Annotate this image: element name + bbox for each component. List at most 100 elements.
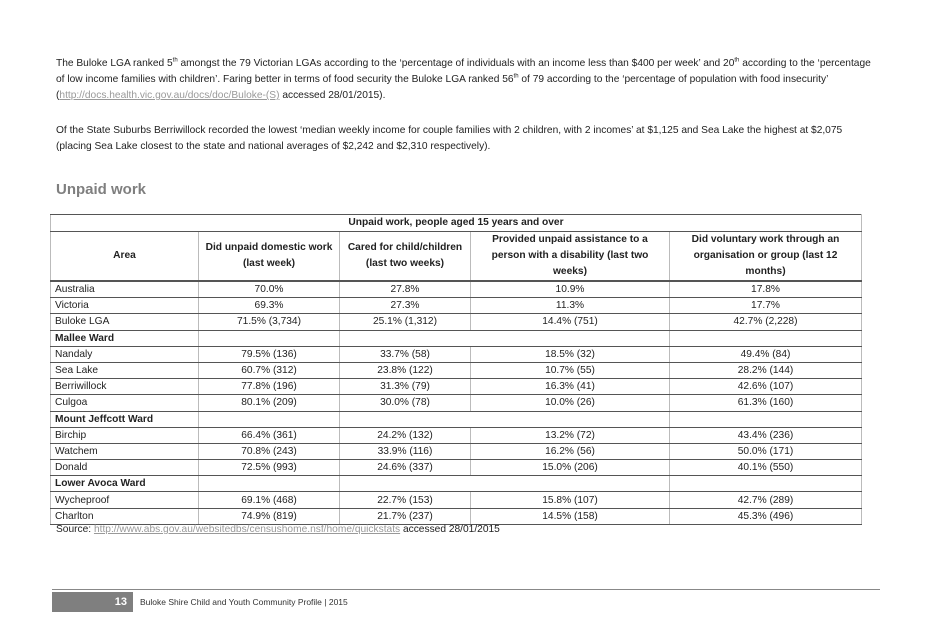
column-header-cared: Cared for child/children (last two weeks…	[339, 231, 471, 282]
value-cell: 14.4% (751)	[470, 313, 670, 331]
value-cell: 10.9%	[470, 281, 670, 299]
empty-cell	[669, 411, 862, 428]
value-cell: 74.9% (819)	[198, 508, 340, 525]
value-cell: 33.7% (58)	[339, 346, 471, 363]
area-cell: Sea Lake	[50, 362, 199, 380]
median-income-paragraph: Of the State Suburbs Berriwillock record…	[56, 125, 843, 152]
superscript: th	[513, 73, 519, 80]
value-cell: 24.2% (132)	[339, 427, 471, 444]
value-cell: 72.5% (993)	[198, 459, 340, 477]
area-cell: Donald	[50, 459, 199, 477]
area-cell: Nandaly	[50, 346, 199, 363]
empty-cell	[669, 330, 862, 347]
ward-row: Mount Jeffcott Ward	[50, 411, 862, 428]
value-cell: 50.0% (171)	[669, 443, 862, 461]
footer-title: Buloke Shire Child and Youth Community P…	[140, 597, 348, 607]
ward-name: Mallee Ward	[50, 330, 199, 347]
value-cell: 13.2% (72)	[470, 427, 670, 444]
superscript: th	[172, 57, 178, 64]
table-row: Birchip 66.4% (361) 24.2% (132) 13.2% (72) 4…	[50, 427, 862, 444]
footer-divider	[52, 589, 880, 590]
column-header-voluntary: Did voluntary work through an organisati…	[669, 231, 862, 282]
value-cell: 24.6% (337)	[339, 459, 471, 477]
value-cell: 33.9% (116)	[339, 443, 471, 461]
value-cell: 16.2% (56)	[470, 443, 670, 461]
empty-cell	[198, 330, 340, 347]
area-cell: Charlton	[50, 508, 199, 525]
value-cell: 45.3% (496)	[669, 508, 862, 525]
table-row: Wycheproof 69.1% (468) 22.7% (153) 15.8% (1…	[50, 491, 862, 509]
area-cell: Buloke LGA	[50, 313, 199, 331]
value-cell: 23.8% (122)	[339, 362, 471, 380]
column-header-disability: Provided unpaid assistance to a person w…	[470, 231, 670, 282]
ward-name: Mount Jeffcott Ward	[50, 411, 199, 428]
value-cell: 43.4% (236)	[669, 427, 862, 444]
value-cell: 66.4% (361)	[198, 427, 340, 444]
superscript: th	[734, 57, 740, 64]
empty-cell	[198, 475, 340, 493]
ward-name: Lower Avoca Ward	[50, 475, 199, 493]
text: of 79 according to the ‘percentage of po…	[56, 74, 828, 101]
value-cell: 25.1% (1,312)	[339, 313, 471, 331]
source-accessed: accessed 28/01/2015	[400, 524, 500, 535]
value-cell: 14.5% (158)	[470, 508, 670, 525]
income-ranking-paragraph: The Buloke LGA ranked 5th amongst the 79…	[56, 56, 878, 104]
value-cell: 10.7% (55)	[470, 362, 670, 380]
text: accessed 28/01/2015).	[279, 90, 386, 101]
health-docs-link[interactable]: http://docs.health.vic.gov.au/docs/doc/B…	[59, 90, 280, 101]
table-row: Sea Lake 60.7% (312) 23.8% (122) 10.7% (55)…	[50, 362, 862, 380]
value-cell: 15.8% (107)	[470, 491, 670, 509]
page-number: 13	[52, 592, 133, 612]
value-cell: 15.0% (206)	[470, 459, 670, 477]
table-body: Australia 70.0% 27.8% 10.9% 17.8% Victoria 69.…	[50, 281, 862, 525]
value-cell: 22.7% (153)	[339, 491, 471, 509]
table-row: Berriwillock 77.8% (196) 31.3% (79) 16.3% (…	[50, 378, 862, 396]
empty-cell	[339, 475, 670, 493]
value-cell: 30.0% (78)	[339, 394, 471, 412]
ward-row: Mallee Ward	[50, 330, 862, 347]
value-cell: 60.7% (312)	[198, 362, 340, 380]
value-cell: 16.3% (41)	[470, 378, 670, 396]
value-cell: 49.4% (84)	[669, 346, 862, 363]
table-row: Charlton 74.9% (819) 21.7% (237) 14.5% (158…	[50, 508, 862, 525]
value-cell: 42.6% (107)	[669, 378, 862, 396]
value-cell: 77.8% (196)	[198, 378, 340, 396]
empty-cell	[339, 411, 670, 428]
area-cell: Victoria	[50, 297, 199, 315]
text: The Buloke LGA ranked 5	[56, 58, 173, 69]
area-cell: Birchip	[50, 427, 199, 444]
text: according to the ‘percentage of low inco…	[56, 58, 871, 85]
source-note: Source: http://www.abs.gov.au/websitedbs…	[56, 524, 500, 535]
value-cell: 17.8%	[669, 281, 862, 299]
table-row: Watchem 70.8% (243) 33.9% (116) 16.2% (56) 5…	[50, 443, 862, 461]
value-cell: 10.0% (26)	[470, 394, 670, 412]
value-cell: 61.3% (160)	[669, 394, 862, 412]
value-cell: 28.2% (144)	[669, 362, 862, 380]
table-row: Victoria 69.3% 27.3% 11.3% 17.7%	[50, 297, 862, 315]
area-cell: Wycheproof	[50, 491, 199, 509]
value-cell: 70.8% (243)	[198, 443, 340, 461]
value-cell: 18.5% (32)	[470, 346, 670, 363]
table-row: Culgoa 80.1% (209) 30.0% (78) 10.0% (26) 61.…	[50, 394, 862, 412]
value-cell: 11.3%	[470, 297, 670, 315]
ward-row: Lower Avoca Ward	[50, 475, 862, 493]
value-cell: 69.3%	[198, 297, 340, 315]
table-row: Australia 70.0% 27.8% 10.9% 17.8%	[50, 281, 862, 299]
area-cell: Australia	[50, 281, 199, 299]
area-cell: Culgoa	[50, 394, 199, 412]
abs-quickstats-link[interactable]: http://www.abs.gov.au/websitedbs/censush…	[93, 524, 401, 535]
area-cell: Watchem	[50, 443, 199, 461]
empty-cell	[669, 475, 862, 493]
section-heading: Unpaid work	[56, 181, 147, 198]
area-cell: Berriwillock	[50, 378, 199, 396]
value-cell: 42.7% (2,228)	[669, 313, 862, 331]
value-cell: 31.3% (79)	[339, 378, 471, 396]
value-cell: 27.3%	[339, 297, 471, 315]
value-cell: 40.1% (550)	[669, 459, 862, 477]
column-header-domestic: Did unpaid domestic work (last week)	[198, 231, 340, 282]
text: amongst the 79 Victorian LGAs according …	[177, 58, 735, 69]
value-cell: 71.5% (3,734)	[198, 313, 340, 331]
source-label: Source:	[56, 524, 94, 535]
empty-cell	[198, 411, 340, 428]
value-cell: 70.0%	[198, 281, 340, 299]
